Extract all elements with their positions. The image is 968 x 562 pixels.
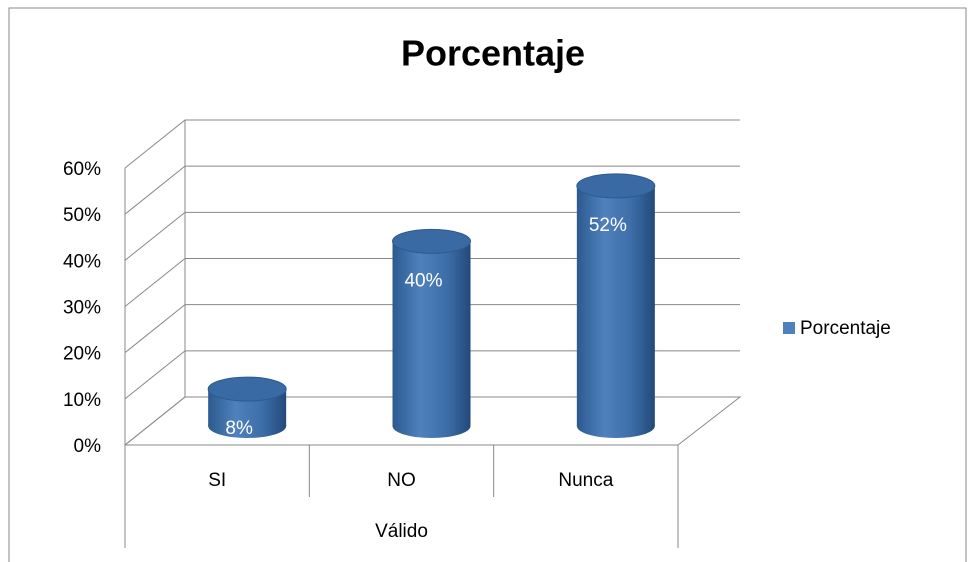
cylinder-body — [392, 241, 471, 426]
y-tick-label: 0% — [74, 436, 102, 457]
cylinder — [392, 228, 471, 438]
cylinder — [207, 376, 287, 438]
y-tick-label: 20% — [63, 344, 101, 365]
grid-line — [124, 165, 740, 215]
chart-border — [8, 7, 967, 562]
y-tick-label: 10% — [63, 390, 101, 411]
y-tick-label: 60% — [63, 159, 101, 180]
legend-label: Porcentaje — [800, 318, 891, 339]
legend-swatch — [783, 322, 795, 334]
grid-line — [124, 396, 740, 446]
grid-line — [124, 304, 740, 354]
data-label: 40% — [404, 270, 442, 291]
grid-line — [124, 211, 740, 261]
grid-line — [124, 119, 740, 169]
y-tick-label: 30% — [63, 298, 101, 319]
grid-line — [124, 258, 740, 307]
data-label: 8% — [225, 418, 253, 439]
cylinder-top — [207, 376, 287, 402]
cylinder-top — [576, 173, 656, 199]
data-label: 52% — [589, 215, 627, 236]
cylinder-top — [392, 228, 471, 254]
y-tick-label: 50% — [63, 205, 101, 226]
chart-title: Porcentaje — [401, 33, 585, 74]
group-label: Válido — [375, 521, 428, 542]
grid-line — [124, 350, 740, 400]
x-tick-label: Nunca — [558, 470, 613, 491]
cylinder — [576, 173, 656, 438]
y-tick-label: 40% — [63, 251, 101, 272]
x-tick-label: NO — [387, 470, 416, 491]
x-tick-label: SI — [208, 470, 226, 491]
cylinder-body — [576, 185, 655, 426]
